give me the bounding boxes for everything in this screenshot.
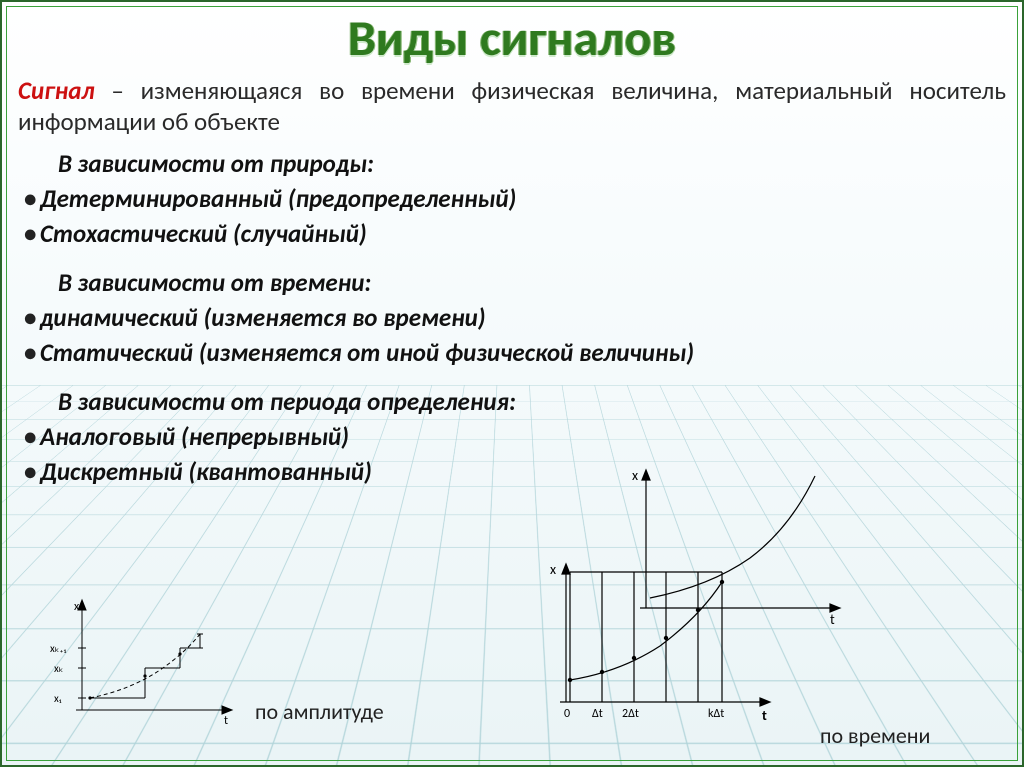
list-item: Детерминированный (предопределенный): [40, 181, 1006, 216]
section-period: В зависимости от периода определения: Ан…: [58, 386, 1006, 489]
definition: Сигнал – изменяющаяся во времени физичес…: [18, 75, 1006, 138]
list-item: Дискретный (квантованный): [40, 454, 1006, 489]
section-time: В зависимости от времени: динамический (…: [58, 267, 1006, 370]
list-item: Стохастический (случайный): [40, 216, 1006, 251]
slide-content: Виды сигналов Сигнал – изменяющаяся во в…: [0, 0, 1024, 489]
page-title: Виды сигналов: [18, 8, 1006, 69]
section-nature: В зависимости от природы: Детерминирован…: [58, 148, 1006, 251]
list-item: Аналоговый (непрерывный): [40, 419, 1006, 454]
section-heading: В зависимости от периода определения:: [58, 386, 1006, 417]
section-heading: В зависимости от природы:: [58, 148, 1006, 179]
definition-term: Сигнал: [18, 75, 95, 106]
definition-text: – изменяющаяся во времени физическая вел…: [18, 75, 1006, 137]
list-item: Статический (изменяется от иной физическ…: [40, 335, 1006, 370]
list-item: динамический (изменяется во времени): [40, 300, 1006, 335]
section-heading: В зависимости от времени:: [58, 267, 1006, 298]
